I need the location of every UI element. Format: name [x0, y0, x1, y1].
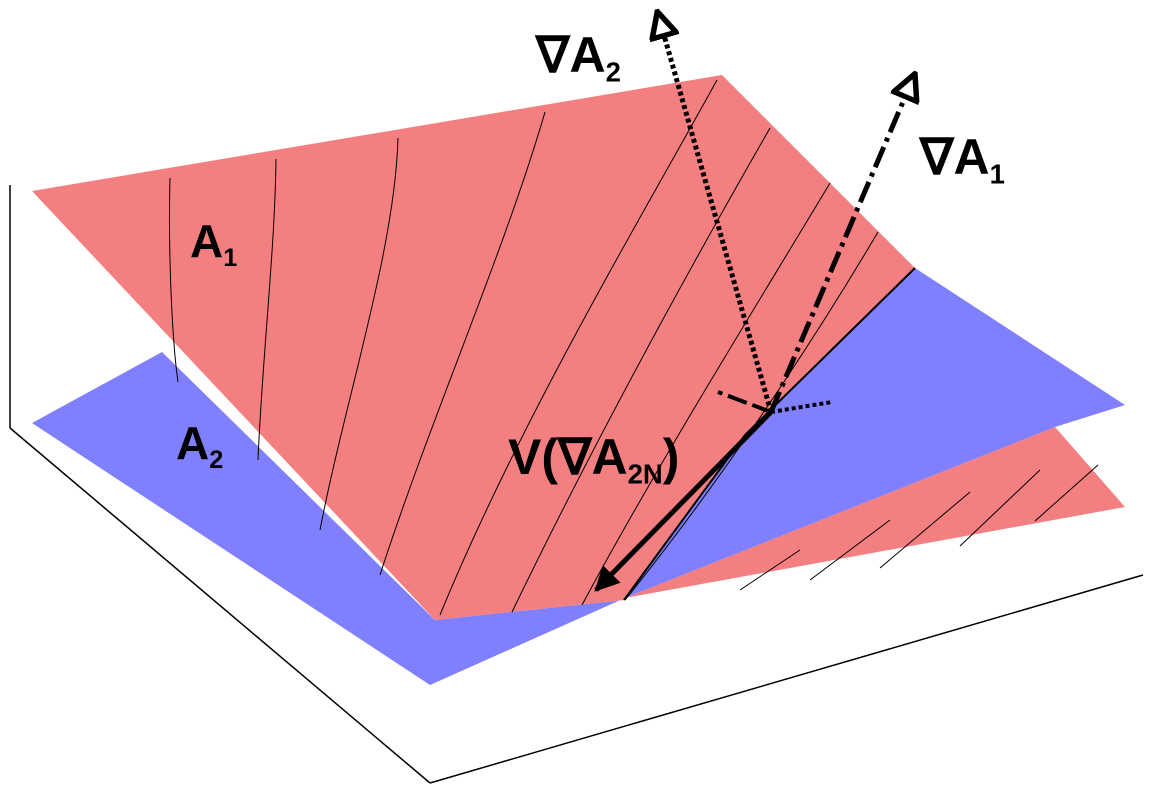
- label-grad-a1-main: ∇A: [920, 129, 990, 185]
- contour-line: [257, 158, 277, 461]
- surface-a1-lower: [625, 427, 1125, 598]
- label-projection-post: ): [662, 429, 680, 485]
- a1-upper-contours: [168, 79, 879, 616]
- tangent-dotted: [770, 400, 833, 414]
- label-a1-main: A: [190, 215, 224, 267]
- contour-line: [739, 549, 801, 591]
- label-projection-pre: V(∇A: [508, 429, 628, 485]
- gradient-arrows: [594, 14, 914, 592]
- label-grad-a2: ∇A2: [536, 30, 621, 86]
- grad-a2-arrow: [658, 14, 774, 413]
- axis-left-base: [9, 427, 431, 784]
- contour-line: [581, 182, 831, 606]
- label-grad-a1: ∇A1: [920, 132, 1005, 188]
- contour-line: [959, 469, 1041, 547]
- contour-line: [319, 137, 399, 531]
- grad-a1-arrow: [768, 76, 914, 413]
- label-a1-sub: 1: [223, 243, 238, 272]
- contour-line: [168, 177, 179, 383]
- contour-line: [879, 491, 971, 569]
- contour-line: [1034, 464, 1099, 522]
- label-grad-a2-main: ∇A: [536, 27, 606, 83]
- contour-line: [379, 111, 546, 576]
- label-grad-a2-sub: 2: [605, 56, 621, 88]
- label-a2-sub: 2: [209, 445, 224, 474]
- label-a2: A2: [176, 420, 223, 473]
- surface-a1-upper: [32, 75, 915, 620]
- label-grad-a1-sub: 1: [989, 158, 1005, 190]
- label-projection: V(∇A2N): [508, 432, 679, 488]
- contour-line: [439, 79, 718, 616]
- label-projection-sub: 2N: [627, 458, 663, 490]
- contour-line: [511, 127, 771, 613]
- label-a2-main: A: [176, 417, 210, 469]
- surface-a2: [32, 268, 1125, 685]
- label-a1: A1: [190, 218, 237, 271]
- axis-front-base: [429, 574, 1144, 784]
- axes-box: [9, 185, 1144, 784]
- tangent-dashed: [717, 390, 772, 414]
- a1-lower-contours: [739, 464, 1099, 591]
- contour-line: [809, 519, 891, 581]
- projection-arrow: [594, 410, 773, 592]
